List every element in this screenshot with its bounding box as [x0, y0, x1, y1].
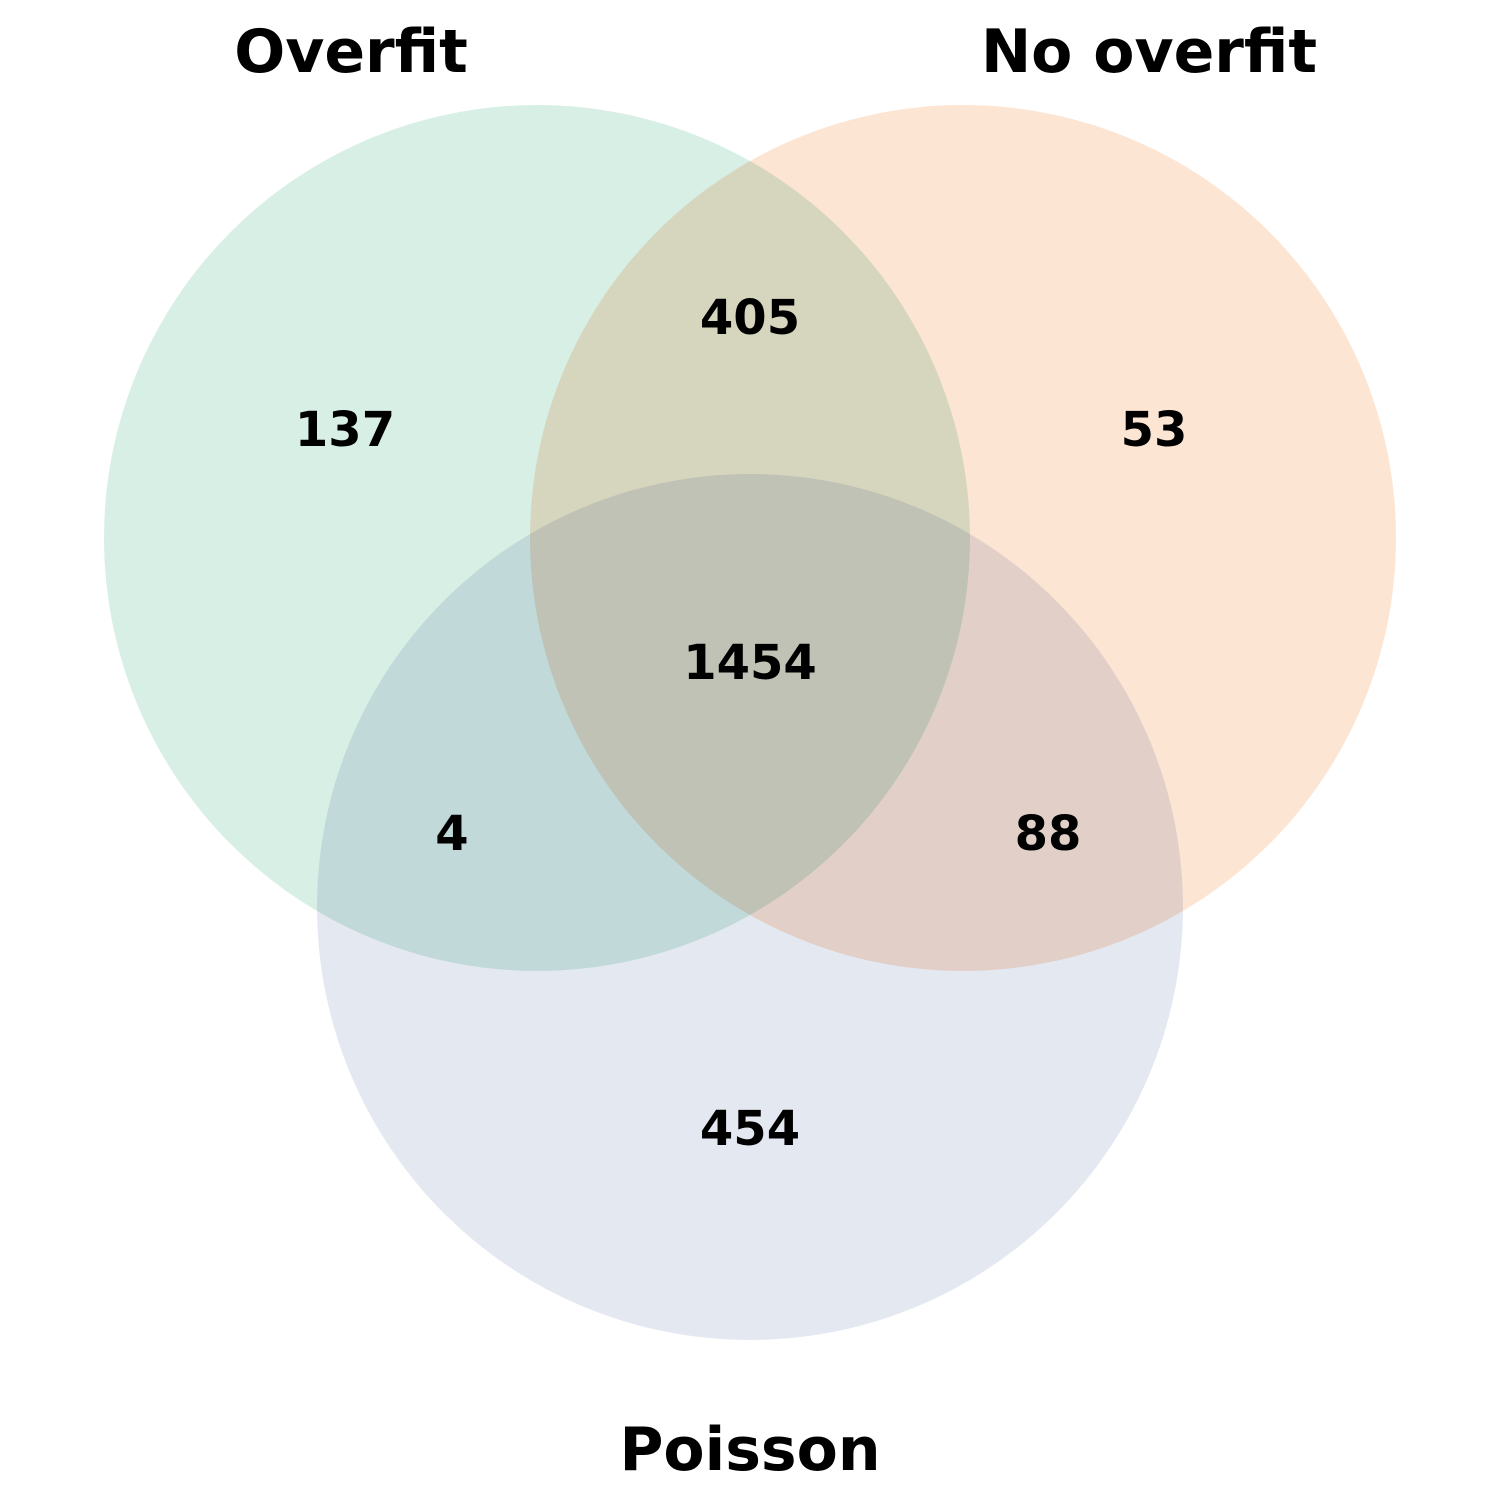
set-label-overfit: Overfit [234, 17, 468, 87]
set-label-no-overfit: No overfit [981, 17, 1317, 87]
count-overfit-only: 137 [295, 402, 395, 458]
circle-poisson [317, 474, 1183, 1340]
count-overfit-no-overfit: 405 [700, 290, 800, 346]
count-overfit-poisson: 4 [435, 806, 468, 862]
count-poisson-only: 454 [700, 1101, 800, 1157]
count-no-overfit-only: 53 [1121, 402, 1188, 458]
set-label-poisson: Poisson [619, 1415, 880, 1485]
count-all-three: 1454 [683, 635, 817, 691]
count-no-overfit-poisson: 88 [1015, 806, 1082, 862]
